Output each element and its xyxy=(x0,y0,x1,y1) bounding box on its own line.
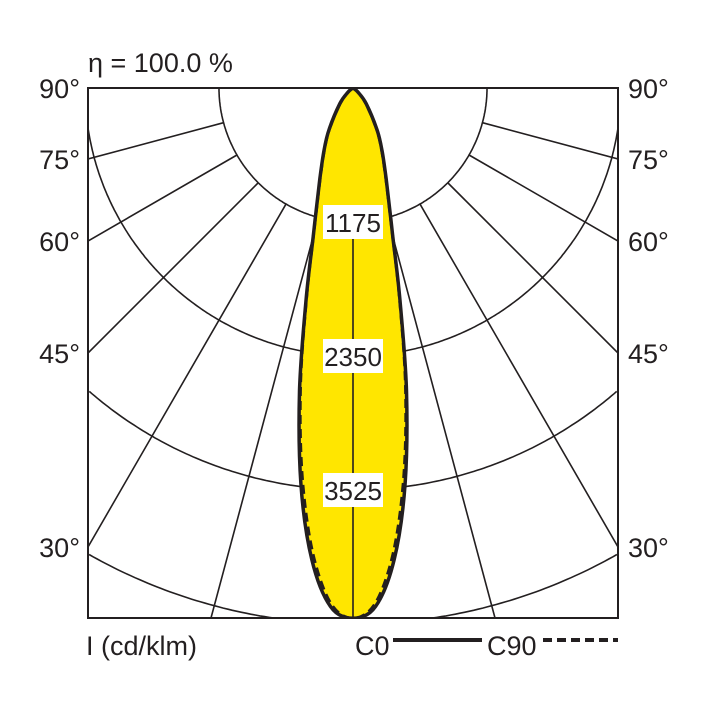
ring-label-bg xyxy=(323,205,383,239)
ring-labels: 1175 2350 3525 xyxy=(323,205,383,507)
angle-label-right-60: 60° xyxy=(628,227,669,257)
angle-labels: 90° 90° 75° 75° 60° 60° 45° 45° 30° 30° xyxy=(39,74,669,563)
ring-label-bg xyxy=(323,339,383,373)
angle-label-right-45: 45° xyxy=(628,339,669,369)
ring-4700 xyxy=(88,553,618,618)
radial-line-75 xyxy=(88,121,224,160)
polar-grid xyxy=(88,88,618,618)
radial-line-30 xyxy=(88,203,287,548)
radial-line-75 xyxy=(482,121,618,160)
radial-line-45 xyxy=(88,182,259,354)
radial-line-15 xyxy=(386,217,496,618)
legend-c0-label: C0 xyxy=(355,631,390,661)
ring-label-2350: 2350 xyxy=(324,342,382,372)
angle-label-right-30: 30° xyxy=(628,533,669,563)
ring-label-1175: 1175 xyxy=(325,208,381,238)
plot-frame xyxy=(87,87,619,619)
angle-label-left-75: 75° xyxy=(39,145,80,175)
legend-c90-label: C90 xyxy=(487,631,537,661)
radial-line-45 xyxy=(447,182,618,354)
radial-line-15 xyxy=(210,217,320,618)
angle-label-left-45: 45° xyxy=(39,339,80,369)
radial-line-60 xyxy=(88,154,238,242)
angle-label-right-75: 75° xyxy=(628,145,669,175)
ring-label-3525: 3525 xyxy=(324,476,382,506)
angle-label-left-30: 30° xyxy=(39,533,80,563)
radial-line-30 xyxy=(419,203,618,548)
ring-label-bg xyxy=(323,473,383,507)
radial-line-60 xyxy=(468,154,618,242)
angle-label-right-90: 90° xyxy=(628,74,669,104)
angle-label-left-90: 90° xyxy=(39,74,80,104)
chart-title: η = 100.0 % xyxy=(88,48,233,78)
angle-label-left-60: 60° xyxy=(39,227,80,257)
curve-c90 xyxy=(298,88,408,618)
unit-label: I (cd/klm) xyxy=(86,631,197,661)
